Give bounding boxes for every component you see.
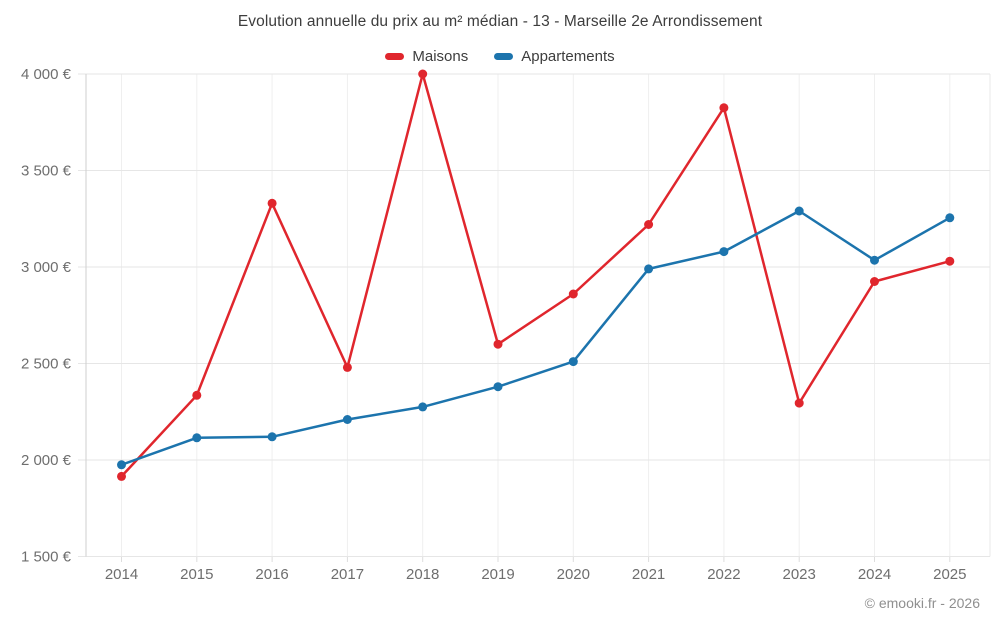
chart-title: Evolution annuelle du prix au m² médian … <box>237 13 763 30</box>
data-point-maisons-2023[interactable] <box>794 398 804 408</box>
y-axis-label-4000: 4 000 € <box>21 66 72 83</box>
copyright-credit: © emooki.fr - 2026 <box>864 595 980 611</box>
x-axis-label-2020: 2020 <box>557 566 590 583</box>
data-point-appartements-2016[interactable] <box>267 432 277 442</box>
y-axis-label-2500: 2 500 € <box>21 356 72 373</box>
data-point-maisons-2024[interactable] <box>870 277 879 286</box>
x-axis-label-2014: 2014 <box>105 566 138 583</box>
y-axis-label-2000: 2 000 € <box>21 452 72 469</box>
data-point-appartements-2024[interactable] <box>870 255 879 265</box>
data-point-maisons-2018[interactable] <box>418 69 428 79</box>
data-point-appartements-2021[interactable] <box>644 264 654 274</box>
data-point-maisons-2021[interactable] <box>644 220 654 229</box>
legend-label-appartements: Appartements <box>521 47 615 65</box>
data-point-appartements-2025[interactable] <box>945 213 955 223</box>
data-point-maisons-2025[interactable] <box>945 256 955 266</box>
data-point-maisons-2022[interactable] <box>719 103 729 113</box>
x-axis-label-2023: 2023 <box>783 566 816 583</box>
data-point-appartements-2022[interactable] <box>719 247 729 257</box>
x-axis-label-2015: 2015 <box>180 566 213 583</box>
maisons-line <box>120 72 952 478</box>
legend-label-maisons: Maisons <box>412 47 469 65</box>
appartements-line <box>120 209 952 467</box>
y-axis-label-3500: 3 500 € <box>21 163 72 180</box>
data-point-appartements-2019[interactable] <box>493 382 503 392</box>
data-point-appartements-2014[interactable] <box>117 460 126 470</box>
data-point-appartements-2017[interactable] <box>342 415 352 424</box>
appartements-series-swatch <box>494 52 514 60</box>
data-point-maisons-2015[interactable] <box>192 390 202 400</box>
x-axis-label-2025: 2025 <box>933 566 966 583</box>
x-axis-label-2024: 2024 <box>858 566 891 583</box>
x-axis-label-2018: 2018 <box>406 566 439 583</box>
x-axis-label-2022: 2022 <box>707 566 740 583</box>
x-axis-label-2019: 2019 <box>481 566 514 583</box>
data-point-maisons-2016[interactable] <box>267 198 277 208</box>
legend-item-maisons[interactable]: Maisons <box>385 48 468 65</box>
data-point-maisons-2020[interactable] <box>568 289 578 299</box>
chart-legend: Maisons Appartements <box>0 46 1000 66</box>
data-point-maisons-2014[interactable] <box>117 471 126 481</box>
data-point-maisons-2017[interactable] <box>342 362 352 372</box>
data-point-appartements-2015[interactable] <box>192 433 202 443</box>
data-point-maisons-2019[interactable] <box>493 339 503 349</box>
data-point-appartements-2020[interactable] <box>568 357 578 367</box>
x-axis-label-2017: 2017 <box>331 566 364 583</box>
y-axis-label-1500: 1 500 € <box>21 549 72 566</box>
legend-item-appartements[interactable]: Appartements <box>494 47 615 65</box>
data-point-appartements-2023[interactable] <box>794 206 804 216</box>
y-axis-label-3000: 3 000 € <box>21 259 72 276</box>
maisons-series-swatch <box>385 52 405 60</box>
x-axis-label-2021: 2021 <box>632 566 665 583</box>
data-point-appartements-2018[interactable] <box>418 402 428 412</box>
x-axis-label-2016: 2016 <box>255 566 288 583</box>
